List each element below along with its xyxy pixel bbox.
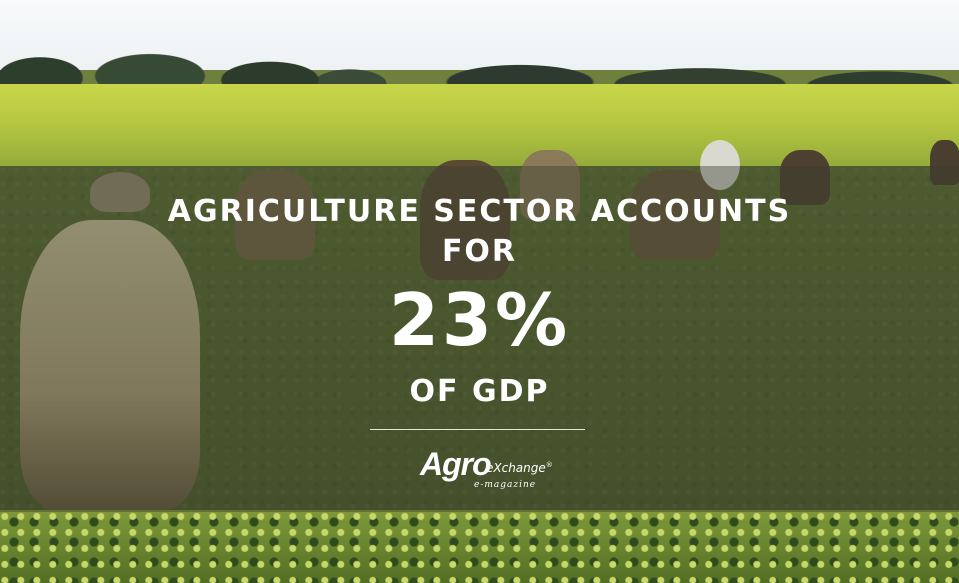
gdp-percentage: 23% [388,278,571,362]
gdp-label: OF GDP [409,374,550,409]
agroexchange-logo: Agro eXchange® e-magazine [420,446,560,496]
overlay-band [0,166,959,512]
logo-product: eXchange® [486,458,553,475]
worker-figure [235,170,315,260]
worker-figure [20,220,200,510]
divider-line [370,429,585,430]
infographic-content: AGRICULTURE SECTOR ACCOUNTS FOR 23% OF G… [0,166,959,512]
headline: AGRICULTURE SECTOR ACCOUNTS FOR [0,192,959,272]
foreground-bushes [0,510,959,583]
logo-brand: Agro [420,446,492,482]
headline-line-1: AGRICULTURE SECTOR ACCOUNTS [167,194,792,229]
worker-figure [420,160,510,280]
worker-figure [630,170,720,260]
registered-mark: ® [545,461,553,469]
worker-figure [700,140,740,190]
worker-figure [780,150,830,205]
worker-figure [930,140,959,185]
headline-line-2: FOR [441,234,518,269]
worker-figure [90,172,150,212]
logo-product-text: eXchange [486,461,546,475]
worker-figure [520,150,580,220]
logo-tagline: e-magazine [474,480,537,490]
